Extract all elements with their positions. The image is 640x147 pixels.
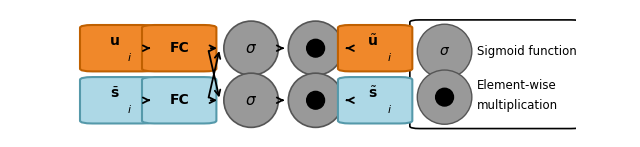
Text: Sigmoid function: Sigmoid function <box>477 45 577 58</box>
Ellipse shape <box>224 73 278 127</box>
FancyBboxPatch shape <box>80 77 154 123</box>
Text: $i$: $i$ <box>127 103 132 115</box>
Text: $i$: $i$ <box>387 51 392 63</box>
Text: $\tilde{\mathbf{s}}$: $\tilde{\mathbf{s}}$ <box>368 86 378 101</box>
Ellipse shape <box>417 70 472 124</box>
Text: FC: FC <box>170 41 189 55</box>
Text: FC: FC <box>170 93 189 107</box>
Ellipse shape <box>436 88 454 106</box>
FancyBboxPatch shape <box>142 25 216 71</box>
Text: $\bar{\mathbf{s}}$: $\bar{\mathbf{s}}$ <box>110 86 120 101</box>
FancyBboxPatch shape <box>338 25 412 71</box>
FancyBboxPatch shape <box>142 77 216 123</box>
Ellipse shape <box>224 21 278 75</box>
Ellipse shape <box>307 39 324 57</box>
Text: $\tilde{\mathbf{u}}$: $\tilde{\mathbf{u}}$ <box>367 34 378 49</box>
Text: $\sigma$: $\sigma$ <box>245 93 257 108</box>
Text: $\mathbf{u}$: $\mathbf{u}$ <box>109 34 120 48</box>
Text: Element-wise: Element-wise <box>477 79 557 92</box>
Ellipse shape <box>417 24 472 78</box>
Text: $i$: $i$ <box>387 103 392 115</box>
Text: multiplication: multiplication <box>477 99 558 112</box>
Text: $\sigma$: $\sigma$ <box>245 41 257 56</box>
Ellipse shape <box>307 91 324 109</box>
Ellipse shape <box>289 73 343 127</box>
FancyBboxPatch shape <box>410 20 581 129</box>
Text: $i$: $i$ <box>127 51 132 63</box>
FancyBboxPatch shape <box>338 77 412 123</box>
Text: $\sigma$: $\sigma$ <box>439 44 450 58</box>
Ellipse shape <box>289 21 343 75</box>
FancyBboxPatch shape <box>80 25 154 71</box>
